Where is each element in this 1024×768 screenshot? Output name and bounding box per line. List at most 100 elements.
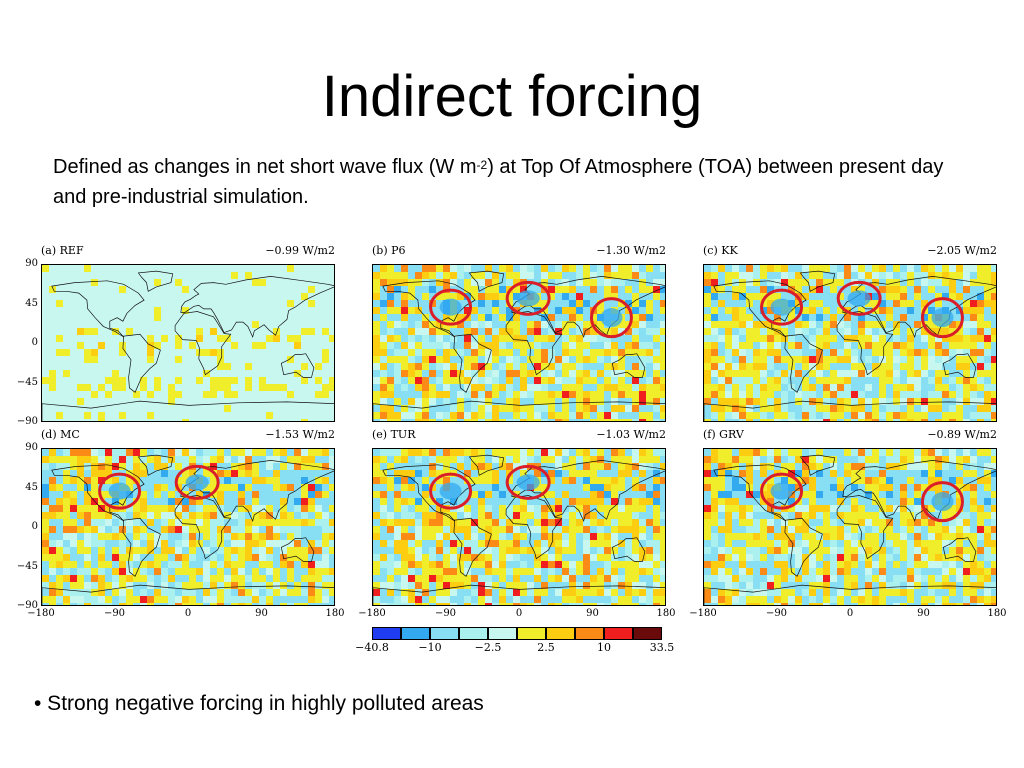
map-cell [506,265,513,272]
map-frame [703,264,997,422]
map-cell [774,314,781,321]
colorbar-swatch [488,627,517,640]
map-cell [611,279,618,286]
map-cell [329,498,334,505]
map-cell [611,498,618,505]
map-cell [161,533,168,540]
map-cell [429,449,436,456]
map-cell [210,512,217,519]
map-cell [252,491,259,498]
map-cell [660,477,665,484]
map-cell [984,491,991,498]
map-cell [837,498,844,505]
map-cell [443,603,450,605]
map-cell [646,335,653,342]
map-cell [935,561,942,568]
map-cell [175,603,182,605]
map-cell [935,377,942,384]
map-cell [646,596,653,603]
map-cell [942,484,949,491]
map-cell [98,412,105,419]
map-cell [802,540,809,547]
map-cell [175,356,182,363]
map-cell [632,342,639,349]
map-cell [140,477,147,484]
map-cell [394,321,401,328]
map-cell [970,568,977,575]
map-cell [408,449,415,456]
map-cell [774,356,781,363]
map-cell [886,561,893,568]
map-cell [252,342,259,349]
map-cell [802,328,809,335]
map-cell [963,286,970,293]
map-cell [746,321,753,328]
map-cell [252,603,259,605]
map-cell [182,575,189,582]
map-cell [865,526,872,533]
map-cell [373,589,380,596]
map-cell [576,279,583,286]
map-cell [618,349,625,356]
map-cell [245,596,252,603]
map-cell [646,477,653,484]
map-cell [921,512,928,519]
map-cell [583,391,590,398]
map-cell [555,589,562,596]
map-cell [711,540,718,547]
map-cell [858,412,865,419]
map-cell [387,582,394,589]
forcing-map-panel: (b) P6 −1.30 W/m2 [372,244,666,422]
map-cell [970,419,977,421]
map-cell [394,561,401,568]
map-cell [718,342,725,349]
map-cell [590,384,597,391]
map-cell [301,449,308,456]
map-cell [858,561,865,568]
map-cell [91,561,98,568]
map-cell [914,596,921,603]
map-cell [604,356,611,363]
map-cell [837,363,844,370]
map-cell [618,533,625,540]
map-cell [98,554,105,561]
map-cell [520,328,527,335]
map-cell [520,286,527,293]
map-cell [534,377,541,384]
map-cell [49,533,56,540]
map-cell [970,363,977,370]
map-cell [154,456,161,463]
map-cell [725,603,732,605]
map-cell [583,582,590,589]
map-cell [795,596,802,603]
map-cell [464,512,471,519]
map-cell [548,512,555,519]
map-cell [387,412,394,419]
map-cell [914,456,921,463]
map-cell [161,498,168,505]
map-cell [175,540,182,547]
map-cell [646,603,653,605]
map-cell [970,603,977,605]
map-cell [583,328,590,335]
map-cell [401,582,408,589]
map-cell [809,328,816,335]
map-cell [921,405,928,412]
map-cell [429,279,436,286]
polluted-area-north-america [439,298,462,316]
map-cell [802,554,809,561]
map-cell [865,286,872,293]
map-cell [711,398,718,405]
map-cell [520,554,527,561]
map-cell [921,335,928,342]
map-cell [858,582,865,589]
map-cell [315,526,322,533]
map-cell [77,491,84,498]
coastline [280,353,315,378]
map-cell [837,398,844,405]
map-cell [576,272,583,279]
map-cell [380,526,387,533]
map-cell [56,463,63,470]
map-cell [126,526,133,533]
map-cell [844,342,851,349]
